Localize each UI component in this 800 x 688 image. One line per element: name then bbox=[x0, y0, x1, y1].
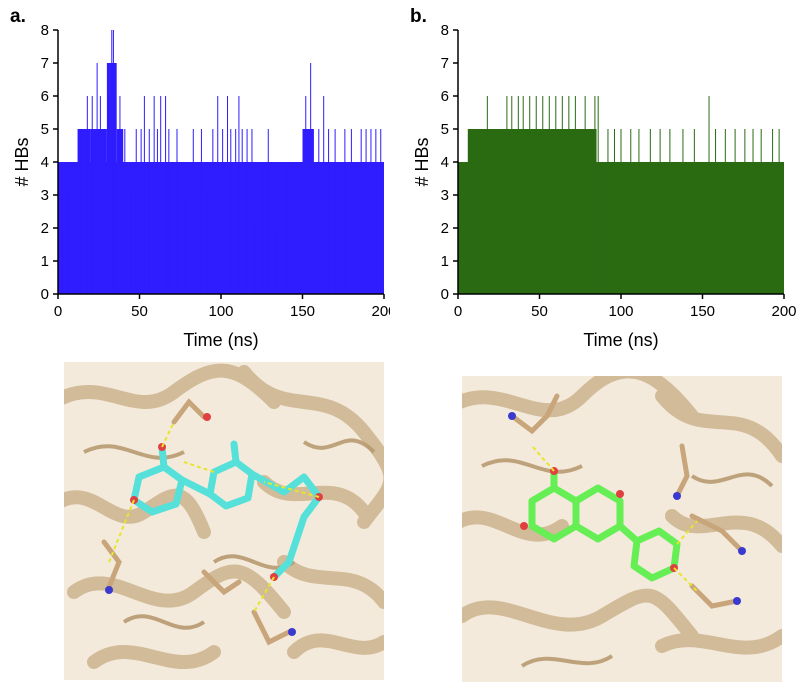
y-tick-label: 4 bbox=[41, 154, 49, 171]
y-tick-label: 6 bbox=[41, 88, 49, 105]
x-tick-label: 0 bbox=[54, 303, 62, 320]
protein-ligand-image-a bbox=[64, 362, 384, 680]
x-tick-label: 0 bbox=[454, 303, 462, 320]
panel-label-b: b. bbox=[410, 6, 427, 27]
y-tick-label: 3 bbox=[441, 187, 449, 204]
series-segment bbox=[464, 195, 468, 294]
y-tick-label: 8 bbox=[441, 22, 449, 39]
y-tick-label: 1 bbox=[41, 253, 49, 270]
protein-ligand-image-b bbox=[462, 376, 782, 682]
y-tick-label: 2 bbox=[441, 220, 449, 237]
hbond-chart-b: 0 50 100 150 200 0 1 2 3 4 5 6 7 8 Time (ns) # HBs bbox=[412, 22, 797, 350]
y-tick-label: 5 bbox=[41, 121, 49, 138]
series-segment bbox=[77, 129, 91, 294]
series-segment bbox=[123, 162, 132, 294]
x-axis-label: Time (ns) bbox=[583, 330, 658, 350]
y-tick-label: 2 bbox=[41, 220, 49, 237]
y-axis-label: # HBs bbox=[12, 137, 32, 186]
x-tick-label: 50 bbox=[531, 303, 548, 320]
series-segment bbox=[72, 162, 78, 294]
y-tick-label: 3 bbox=[41, 187, 49, 204]
panel-label-a: a. bbox=[10, 6, 26, 27]
y-tick-label: 6 bbox=[441, 88, 449, 105]
x-tick-label: 100 bbox=[208, 303, 233, 320]
series-segment bbox=[90, 129, 107, 294]
x-axis-label: Time (ns) bbox=[183, 330, 258, 350]
x-tick-label: 150 bbox=[690, 303, 715, 320]
y-tick-label: 7 bbox=[441, 55, 449, 72]
series-segment bbox=[461, 261, 465, 294]
series-segment bbox=[58, 195, 62, 294]
x-tick-label: 50 bbox=[131, 303, 148, 320]
x-tick-label: 100 bbox=[608, 303, 633, 320]
series-segment bbox=[596, 162, 784, 294]
x-tick-label: 150 bbox=[290, 303, 315, 320]
y-tick-label: 8 bbox=[41, 22, 49, 39]
series-segment bbox=[313, 162, 384, 294]
x-tick-label: 200 bbox=[371, 303, 390, 320]
series-segment bbox=[302, 129, 314, 294]
series-segment bbox=[458, 162, 462, 294]
hbond-chart-a: 0 50 100 150 200 0 1 2 3 4 5 6 7 8 Time (ns) # HBs bbox=[12, 22, 390, 350]
series-segment bbox=[253, 195, 303, 294]
y-tick-label: 4 bbox=[441, 154, 449, 171]
y-tick-label: 7 bbox=[41, 55, 49, 72]
y-tick-label: 5 bbox=[441, 121, 449, 138]
y-axis-label: # HBs bbox=[412, 137, 432, 186]
y-tick-label: 0 bbox=[41, 286, 49, 303]
y-tick-label: 1 bbox=[441, 253, 449, 270]
series-segment bbox=[61, 162, 67, 294]
y-tick-label: 0 bbox=[441, 286, 449, 303]
x-tick-label: 200 bbox=[771, 303, 796, 320]
